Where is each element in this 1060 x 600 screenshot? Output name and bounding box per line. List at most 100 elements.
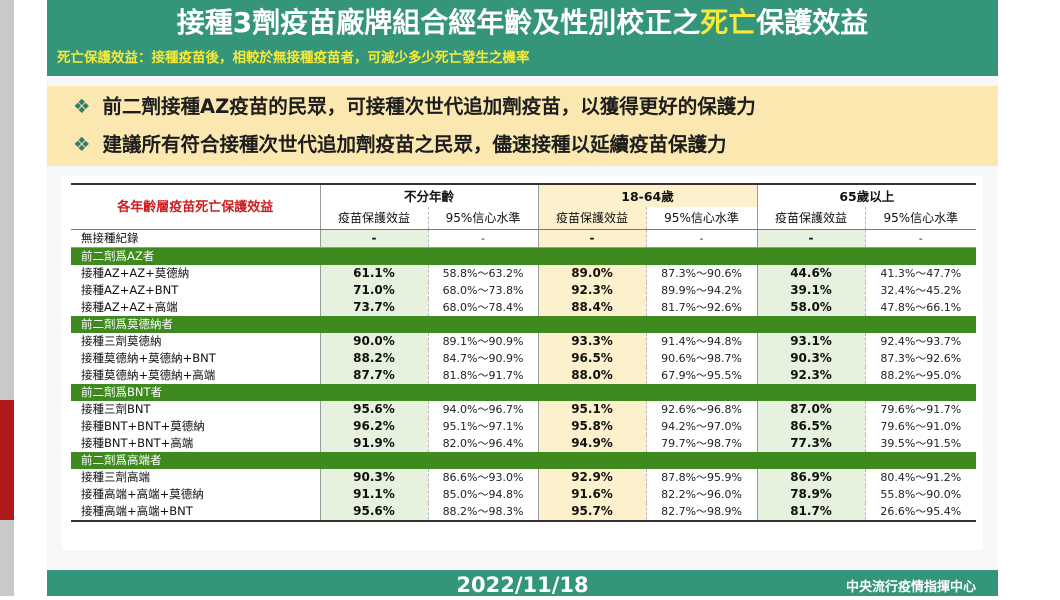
- table-row: 接種高端+高端+莫德納 91.1% 85.0%～94.8% 91.6% 82.2%～96…: [71, 486, 977, 503]
- confidence-interval-cell: 81.7%～92.6%: [645, 299, 758, 316]
- sub-header-ci: 95%信心水準: [864, 207, 977, 230]
- diamond-bullet-icon: ❖: [73, 133, 91, 156]
- header-banner: 接種3劑疫苗廠牌組合經年齡及性別校正之死亡保護效益 死亡保護效益：接種疫苗後，相…: [47, 0, 998, 76]
- efficacy-cell: 86.9%: [756, 469, 866, 486]
- efficacy-cell: 95.8%: [537, 418, 647, 435]
- efficacy-cell: 91.1%: [319, 486, 428, 503]
- title-highlight: 死亡: [700, 6, 757, 39]
- efficacy-cell: 94.9%: [537, 435, 647, 452]
- footer-banner: 2022/11/18 中央流行疫情指揮中心: [47, 570, 998, 597]
- confidence-interval-cell: 94.0%～96.7%: [427, 401, 539, 418]
- efficacy-cell: 58.0%: [756, 299, 866, 316]
- confidence-interval-cell: 26.6%～95.4%: [864, 503, 977, 522]
- confidence-interval-cell: 88.2%～98.3%: [427, 503, 539, 522]
- efficacy-cell: 92.3%: [756, 367, 866, 384]
- table-row: 接種BNT+BNT+莫德納 96.2% 95.1%～97.1% 95.8% 94.2%～…: [71, 418, 977, 435]
- table-row: 接種三劑BNT 95.6% 94.0%～96.7% 95.1% 92.6%～96.8% 8…: [71, 401, 977, 418]
- efficacy-cell: -: [319, 229, 428, 248]
- row-label: 接種莫德納+莫德納+高端: [81, 368, 216, 382]
- efficacy-cell: 96.5%: [537, 350, 647, 367]
- efficacy-cell: 90.3%: [319, 469, 428, 486]
- confidence-interval-cell: 84.7%～90.9%: [427, 350, 539, 367]
- efficacy-cell: 96.2%: [319, 418, 428, 435]
- confidence-interval-cell: 87.3%～90.6%: [645, 265, 758, 282]
- efficacy-cell: 95.7%: [537, 503, 647, 522]
- row-label: 接種高端+高端+BNT: [71, 503, 320, 522]
- confidence-interval-cell: 85.0%～94.8%: [427, 486, 539, 503]
- confidence-interval-cell: 68.0%～73.8%: [427, 282, 539, 299]
- confidence-interval-cell: 79.6%～91.7%: [864, 401, 977, 418]
- table-panel: 各年齡層疫苗死亡保護效益 不分年齡 18-64歲 65歲以上 疫苗保護效益 95…: [62, 176, 983, 550]
- table-row: 接種AZ+AZ+高端 73.7% 68.0%～78.4% 88.4% 81.7%～92.…: [71, 299, 977, 316]
- efficacy-cell: 77.3%: [756, 435, 866, 452]
- table-row: 接種三劑莫德納 90.0% 89.1%～90.9% 93.3% 91.4%～94.8% 9…: [71, 333, 977, 350]
- left-edge-stripe-red: [0, 400, 14, 520]
- confidence-interval-cell: -: [645, 229, 758, 248]
- efficacy-cell: -: [756, 229, 866, 248]
- confidence-interval-cell: -: [427, 229, 539, 248]
- efficacy-cell: 44.6%: [756, 265, 866, 282]
- confidence-interval-cell: 67.9%～95.5%: [645, 367, 758, 384]
- confidence-interval-cell: 32.4%～45.2%: [864, 282, 977, 299]
- row-label: 接種AZ+AZ+高端: [81, 300, 178, 314]
- row-label: 接種AZ+AZ+BNT: [81, 283, 179, 297]
- title-main: 接種3劑疫苗廠牌組合經年齡及性別校正之: [176, 6, 701, 39]
- group-header-row: 前二劑爲BNT者: [71, 384, 977, 401]
- confidence-interval-cell: 91.4%～94.8%: [645, 333, 758, 350]
- efficacy-cell: 71.0%: [319, 282, 428, 299]
- efficacy-cell: 90.3%: [756, 350, 866, 367]
- table-row: 接種莫德納+莫德納+BNT 88.2% 84.7%～90.9% 96.5% 90.6%～…: [71, 350, 977, 367]
- confidence-interval-cell: 82.0%～96.4%: [427, 435, 539, 452]
- confidence-interval-cell: 58.8%～63.2%: [427, 265, 539, 282]
- group-header-row: 前二劑爲高端者: [71, 452, 977, 469]
- confidence-interval-cell: 88.2%～95.0%: [864, 367, 977, 384]
- age-group-header: 18-64歲: [537, 183, 758, 207]
- sub-header-ci: 95%信心水準: [427, 207, 539, 230]
- confidence-interval-cell: 94.2%～97.0%: [645, 418, 758, 435]
- title-end: 保護效益: [756, 6, 869, 39]
- page-subtitle: 死亡保護效益：接種疫苗後，相較於無接種疫苗者，可減少多少死亡發生之機率: [57, 50, 530, 66]
- sub-header-efficacy: 疫苗保護效益: [756, 207, 866, 230]
- efficacy-cell: 87.0%: [756, 401, 866, 418]
- table-subheader-row: 疫苗保護效益 95%信心水準 疫苗保護效益 95%信心水準 疫苗保護效益 95%…: [71, 207, 977, 230]
- efficacy-cell: 91.6%: [537, 486, 647, 503]
- efficacy-cell: 93.1%: [756, 333, 866, 350]
- efficacy-cell: 95.6%: [319, 503, 428, 522]
- group-label: 前二劑爲莫德納者: [71, 316, 977, 333]
- efficacy-cell: 78.9%: [756, 486, 866, 503]
- group-label: 前二劑爲BNT者: [71, 384, 977, 401]
- row-label: 接種三劑BNT: [81, 402, 151, 416]
- efficacy-cell: 89.0%: [537, 265, 647, 282]
- confidence-interval-cell: 68.0%～78.4%: [427, 299, 539, 316]
- efficacy-cell: 95.1%: [537, 401, 647, 418]
- note-text: 建議所有符合接種次世代追加劑疫苗之民眾，儘速接種以延續疫苗保護力: [102, 133, 727, 156]
- confidence-interval-cell: 81.8%～91.7%: [427, 367, 539, 384]
- confidence-interval-cell: 82.2%～96.0%: [645, 486, 758, 503]
- table-row: 接種AZ+AZ+莫德納 61.1% 58.8%～63.2% 89.0% 87.3%～90…: [71, 265, 977, 282]
- confidence-interval-cell: 39.5%～91.5%: [864, 435, 977, 452]
- page-title: 接種3劑疫苗廠牌組合經年齡及性別校正之死亡保護效益: [47, 6, 998, 40]
- efficacy-cell: 73.7%: [319, 299, 428, 316]
- row-label: 接種三劑莫德納: [81, 334, 162, 348]
- footer-date: 2022/11/18: [456, 573, 589, 597]
- confidence-interval-cell: 86.6%～93.0%: [427, 469, 539, 486]
- group-header-row: 前二劑爲AZ者: [71, 247, 977, 265]
- efficacy-cell: 87.7%: [319, 367, 428, 384]
- group-label: 前二劑爲AZ者: [71, 247, 977, 265]
- table-row: 接種BNT+BNT+高端 91.9% 82.0%～96.4% 94.9% 79.7%～9…: [71, 435, 977, 452]
- efficacy-cell: 91.9%: [319, 435, 428, 452]
- efficacy-cell: 92.9%: [537, 469, 647, 486]
- age-group-header: 65歲以上: [756, 183, 977, 207]
- row-label: 接種AZ+AZ+莫德納: [81, 266, 190, 280]
- row-label: 接種BNT+BNT+高端: [81, 436, 194, 450]
- diamond-bullet-icon: ❖: [73, 95, 91, 118]
- efficacy-cell: 88.0%: [537, 367, 647, 384]
- confidence-interval-cell: 55.8%～90.0%: [864, 486, 977, 503]
- efficacy-cell: -: [537, 229, 647, 248]
- table-row: 接種莫德納+莫德納+高端 87.7% 81.8%～91.7% 88.0% 67.9%～9…: [71, 367, 977, 384]
- table-header-row: 各年齡層疫苗死亡保護效益 不分年齡 18-64歲 65歲以上: [71, 183, 977, 230]
- row-label: 接種莫德納+莫德納+BNT: [81, 351, 216, 365]
- table-row: 無接種紀錄 - - - - - -: [71, 229, 977, 248]
- confidence-interval-cell: 89.1%～90.9%: [427, 333, 539, 350]
- confidence-interval-cell: 47.8%～66.1%: [864, 299, 977, 316]
